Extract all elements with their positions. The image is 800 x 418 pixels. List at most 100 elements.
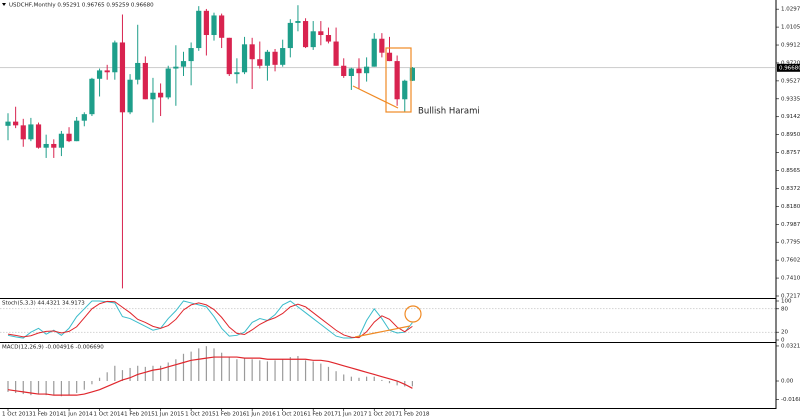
trend-line (352, 85, 399, 109)
candle-body (409, 67, 415, 81)
y-tick-label: 0.76025 (781, 258, 800, 264)
candle-body (287, 22, 293, 49)
candle-body (58, 133, 65, 148)
candle-body (165, 68, 171, 98)
candle-body (302, 21, 309, 48)
candle-body (219, 15, 225, 38)
x-tick-label: 1 Oct 2013 (2, 412, 33, 418)
y-tick-label: 0.79875 (781, 222, 800, 228)
candle-body (318, 31, 324, 36)
candle-body (28, 124, 34, 140)
candle-body (379, 38, 385, 53)
indicator-line (7, 300, 413, 339)
candle-body (196, 10, 202, 49)
signal-line (7, 356, 413, 396)
candle-body (356, 68, 362, 74)
candle-body (295, 21, 301, 23)
harami-box (385, 47, 412, 113)
candle-body (135, 62, 141, 80)
x-tick-label: 1 Jun 2015 (155, 412, 185, 418)
candle-body (158, 92, 164, 98)
candle-body (394, 61, 400, 100)
x-tick-label: 1 Feb 2014 (33, 412, 64, 418)
candle-body (150, 92, 156, 100)
candle-body (386, 52, 393, 62)
y-tick-label: 80 (781, 306, 788, 312)
candle-body (348, 68, 354, 76)
candle-body (257, 59, 263, 66)
candle-body (13, 121, 19, 126)
x-tick-label: 1 Oct 2017 (368, 412, 399, 418)
candle-body (119, 42, 126, 113)
candle-body (402, 80, 408, 100)
x-tick-label: 1 Oct 2014 (94, 412, 125, 418)
x-tick-label: 1 Jun 2016 (246, 412, 276, 418)
x-tick-label: 1 Oct 2015 (185, 412, 216, 418)
candle-body (333, 41, 339, 66)
y-tick-label: 0.99125 (781, 43, 800, 49)
y-tick-label: 20 (781, 330, 788, 336)
candle-body (5, 121, 11, 126)
current-price-label: 0.96680 (779, 65, 800, 71)
candle-body (96, 70, 103, 79)
y-tick-label: 100 (781, 299, 792, 305)
candle-body (249, 44, 255, 60)
stoch-trend-line (354, 325, 411, 338)
x-tick-label: 1 Feb 2018 (399, 412, 430, 418)
candle-body (43, 143, 49, 148)
candle-body (310, 31, 316, 48)
y-tick-label: 0.83725 (781, 186, 800, 192)
candle-body (280, 48, 286, 65)
y-tick-label: 1.01050 (781, 25, 800, 31)
menu-arrow (2, 3, 6, 6)
x-tick-label: 1 Jun 2017 (338, 412, 368, 418)
y-tick-label: -0.016871 (781, 397, 800, 403)
candle-body (20, 125, 26, 140)
candle-body (264, 51, 271, 66)
current-price-box (777, 63, 800, 72)
x-tick-label: 1 Jun 2014 (63, 412, 93, 418)
macd-title: MACD(12,26,9) -0.004916 -0.006690 (2, 345, 104, 351)
candle-body (272, 51, 278, 65)
candle-body (325, 35, 332, 42)
candle-body (89, 78, 95, 115)
candle-body (234, 72, 240, 75)
y-tick-label: 0.91425 (781, 114, 800, 120)
chart-title: USDCHF,Monthly 0.95291 0.96765 0.95259 0… (9, 3, 154, 9)
y-tick-label: 0.00 (781, 379, 794, 385)
y-tick-label: 0.032196 (781, 343, 800, 349)
candle-body (364, 66, 370, 74)
y-tick-label: 0 (781, 338, 785, 344)
candle-body (35, 124, 42, 148)
candle-body (142, 62, 148, 100)
stoch-title: Stoch(5,3,3) 44.4321 34.9173 (2, 301, 85, 307)
y-tick-label: 1.02975 (781, 7, 800, 13)
x-tick-label: 1 Feb 2017 (307, 412, 338, 418)
x-tick-label: 1 Feb 2016 (216, 412, 247, 418)
y-tick-label: 0.95275 (781, 78, 800, 84)
candle-body (226, 37, 232, 75)
x-tick-label: 1 Feb 2015 (124, 412, 155, 418)
candle-body (81, 114, 87, 121)
y-tick-label: 0.87575 (781, 150, 800, 156)
stoch-circle (404, 305, 422, 323)
candle-body (51, 143, 57, 148)
candle-body (241, 44, 248, 73)
candle-body (74, 120, 80, 142)
candle-body (341, 65, 347, 76)
candle-body (127, 79, 133, 113)
candle-body (173, 66, 179, 69)
candle-body (188, 48, 194, 62)
candle-body (203, 10, 209, 36)
candle-body (180, 61, 187, 67)
candle-body (371, 38, 377, 67)
